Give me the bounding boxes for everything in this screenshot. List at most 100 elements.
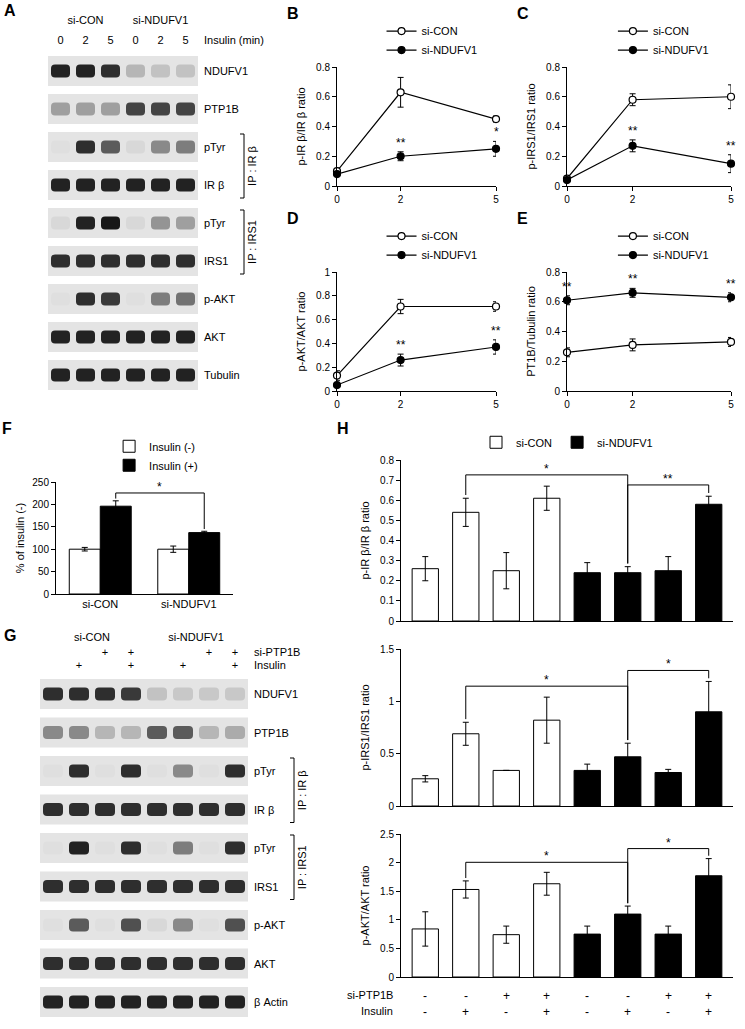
svg-text:pTyr: pTyr — [254, 842, 276, 854]
svg-text:p-IR β/IR β ratio: p-IR β/IR β ratio — [295, 87, 307, 165]
svg-text:200: 200 — [32, 499, 49, 510]
svg-text:-: - — [464, 989, 468, 1003]
svg-text:-: - — [504, 1005, 508, 1019]
svg-text:0: 0 — [57, 34, 63, 46]
svg-text:NDUFV1: NDUFV1 — [254, 688, 298, 700]
svg-text:si-CON: si-CON — [67, 14, 103, 26]
svg-text:β Actin: β Actin — [254, 996, 288, 1008]
svg-text:1: 1 — [388, 914, 394, 925]
svg-text:0.8: 0.8 — [380, 455, 394, 466]
svg-text:Tubulin: Tubulin — [204, 369, 240, 381]
svg-text:p-AKT/AKT ratio: p-AKT/AKT ratio — [295, 292, 307, 372]
svg-text:PT1B/Tubulin ratio: PT1B/Tubulin ratio — [525, 286, 537, 377]
svg-text:0: 0 — [324, 386, 330, 397]
svg-text:0.6: 0.6 — [316, 91, 330, 102]
svg-text:% of insulin (-): % of insulin (-) — [14, 503, 26, 573]
svg-text:0: 0 — [564, 399, 570, 410]
svg-text:**: ** — [396, 338, 406, 352]
svg-text:2: 2 — [398, 194, 404, 205]
svg-text:IR β: IR β — [204, 179, 224, 191]
svg-text:0: 0 — [132, 34, 138, 46]
svg-text:si-NDUFV1: si-NDUFV1 — [597, 437, 653, 449]
svg-text:+: + — [665, 989, 672, 1003]
svg-text:G: G — [4, 627, 16, 644]
svg-text:2: 2 — [630, 194, 636, 205]
svg-text:0.6: 0.6 — [546, 91, 560, 102]
svg-text:0: 0 — [388, 616, 394, 627]
svg-text:0.6: 0.6 — [380, 495, 394, 506]
svg-text:Insulin: Insulin — [361, 1005, 393, 1017]
svg-text:0.7: 0.7 — [380, 475, 394, 486]
svg-text:-: - — [423, 1005, 427, 1019]
svg-text:0.5: 0.5 — [380, 748, 394, 759]
svg-text:2: 2 — [630, 399, 636, 410]
svg-text:pTyr: pTyr — [204, 141, 226, 153]
svg-text:0: 0 — [554, 386, 560, 397]
svg-text:0.2: 0.2 — [546, 151, 560, 162]
svg-text:0.1: 0.1 — [380, 595, 394, 606]
svg-text:IRS1: IRS1 — [204, 255, 228, 267]
svg-text:+: + — [206, 646, 212, 658]
svg-text:*: * — [157, 480, 162, 494]
svg-text:*: * — [666, 836, 671, 850]
svg-text:0.3: 0.3 — [380, 555, 394, 566]
svg-text:0.8: 0.8 — [546, 62, 560, 73]
svg-text:IP : IRS1: IP : IRS1 — [246, 220, 258, 264]
svg-text:IP : IRS1: IP : IRS1 — [296, 845, 308, 889]
svg-text:0.6: 0.6 — [546, 296, 560, 307]
svg-text:si-CON: si-CON — [74, 631, 110, 643]
svg-text:0.4: 0.4 — [380, 535, 394, 546]
svg-text:pTyr: pTyr — [254, 765, 276, 777]
svg-text:0: 0 — [324, 181, 330, 192]
svg-text:si-CON: si-CON — [516, 437, 552, 449]
svg-text:-: - — [585, 1005, 589, 1019]
svg-text:2: 2 — [398, 399, 404, 410]
svg-text:si-NDUFV1: si-NDUFV1 — [161, 598, 217, 610]
svg-text:si-NDUFV1: si-NDUFV1 — [422, 44, 478, 56]
svg-text:+: + — [624, 1005, 631, 1019]
svg-text:si-CON: si-CON — [653, 25, 689, 37]
svg-text:5: 5 — [728, 194, 734, 205]
svg-text:p-AKT: p-AKT — [254, 919, 285, 931]
svg-text:-: - — [626, 989, 630, 1003]
svg-text:si-CON: si-CON — [653, 230, 689, 242]
svg-text:0.4: 0.4 — [546, 326, 560, 337]
svg-text:IR β: IR β — [254, 804, 274, 816]
svg-text:NDUFV1: NDUFV1 — [204, 65, 248, 77]
svg-text:+: + — [180, 659, 186, 671]
svg-text:Insulin (min): Insulin (min) — [204, 34, 264, 46]
svg-text:0.8: 0.8 — [316, 62, 330, 73]
svg-text:+: + — [543, 989, 550, 1003]
svg-text:si-NDUFV1: si-NDUFV1 — [653, 249, 709, 261]
svg-text:*: * — [544, 673, 549, 687]
svg-text:0: 0 — [334, 194, 340, 205]
svg-text:**: ** — [663, 472, 673, 486]
svg-text:A: A — [4, 2, 16, 19]
svg-text:IP : IR β: IP : IR β — [296, 770, 308, 810]
svg-text:p-IRS1/IRS1 ratio: p-IRS1/IRS1 ratio — [359, 684, 371, 770]
svg-text:si-CON: si-CON — [422, 25, 458, 37]
svg-text:5: 5 — [493, 194, 499, 205]
svg-text:0.2: 0.2 — [316, 151, 330, 162]
svg-text:0.8: 0.8 — [316, 290, 330, 301]
svg-text:0: 0 — [334, 399, 340, 410]
svg-text:**: ** — [491, 324, 501, 338]
svg-text:+: + — [503, 989, 510, 1003]
svg-text:1: 1 — [324, 267, 330, 278]
svg-text:*: * — [544, 849, 549, 863]
svg-text:Insulin: Insulin — [254, 659, 286, 671]
svg-text:0: 0 — [43, 589, 49, 600]
svg-text:**: ** — [628, 124, 638, 138]
svg-text:1: 1 — [388, 696, 394, 707]
svg-text:-: - — [423, 989, 427, 1003]
svg-text:**: ** — [562, 280, 572, 294]
svg-text:**: ** — [726, 139, 736, 153]
svg-text:2: 2 — [388, 857, 394, 868]
svg-text:si-NDUFV1: si-NDUFV1 — [653, 44, 709, 56]
svg-text:2: 2 — [82, 34, 88, 46]
svg-text:+: + — [102, 646, 108, 658]
svg-text:+: + — [543, 1005, 550, 1019]
svg-text:**: ** — [396, 136, 406, 150]
svg-text:-: - — [666, 1005, 670, 1019]
svg-text:Insulin (-): Insulin (-) — [149, 441, 195, 453]
